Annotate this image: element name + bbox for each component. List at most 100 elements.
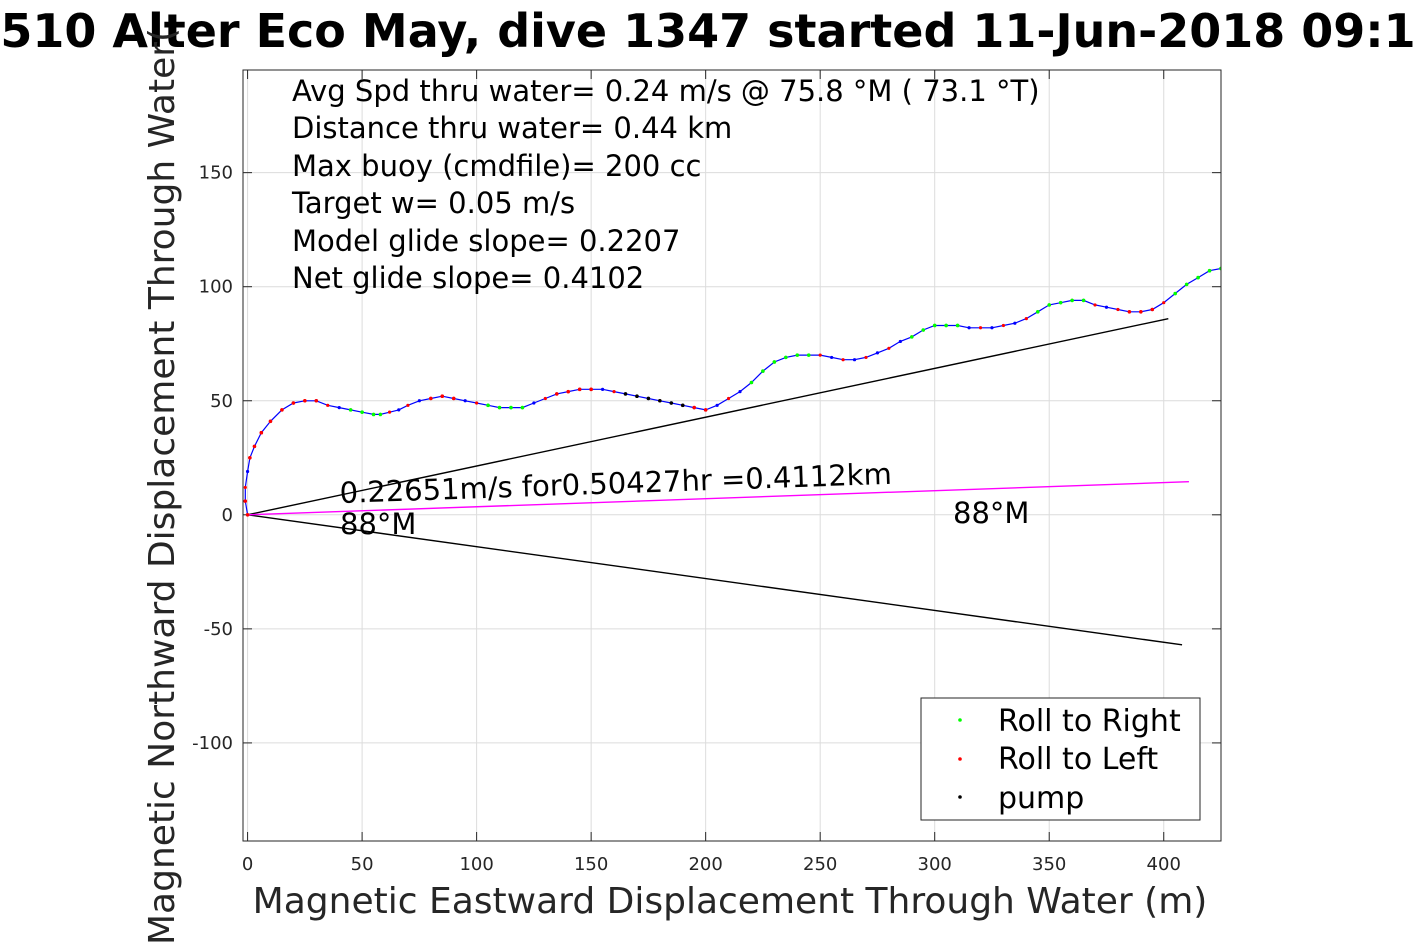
- track-point: [875, 351, 880, 355]
- marker-pump: [623, 392, 628, 396]
- x-tick-label: 200: [688, 854, 722, 875]
- track-point: [406, 403, 410, 407]
- x-axis-label: Magnetic Eastward Displacement Through W…: [253, 881, 1208, 922]
- track-point: [990, 326, 994, 330]
- track-point: [600, 387, 605, 391]
- track-point: [852, 358, 857, 362]
- track-point: [463, 399, 467, 403]
- y-axis-label: Magnetic Northward Displacement Through …: [142, 28, 183, 945]
- legend: Roll to Right Roll to Left pump: [920, 697, 1201, 821]
- track-point: [417, 399, 421, 403]
- marker-roll-to-right: [932, 323, 937, 328]
- x-tick-label: 250: [803, 854, 837, 875]
- track-point: [532, 401, 536, 405]
- y-tick-label: 150: [199, 163, 233, 184]
- marker-roll-to-left: [280, 408, 284, 412]
- marker-roll-to-left: [566, 389, 571, 394]
- marker-roll-to-left: [259, 430, 264, 435]
- marker-roll-to-right: [371, 412, 376, 417]
- track-point: [387, 410, 392, 414]
- track-point: [245, 469, 250, 474]
- marker-roll-to-left: [451, 396, 456, 401]
- roll-markers: [243, 266, 1221, 517]
- track-point: [738, 390, 742, 394]
- marker-pump: [658, 398, 662, 403]
- stats-annotations: Avg Spd thru water= 0.24 m/s @ 75.8 °M (…: [291, 74, 1040, 295]
- heading-label-right: 88°M: [953, 496, 1029, 530]
- track-point: [397, 408, 401, 412]
- y-tick-label: -100: [192, 733, 233, 754]
- marker-roll-to-right: [795, 353, 800, 357]
- marker-roll-to-right: [1035, 309, 1040, 314]
- marker-roll-to-left: [554, 392, 559, 396]
- track-point: [830, 355, 834, 360]
- legend-label-roll-right: Roll to Right: [998, 704, 1181, 739]
- track-point: [543, 396, 547, 401]
- track-point: [1024, 317, 1028, 321]
- avg-speed-text: Avg Spd thru water= 0.24 m/s @ 75.8 °M (…: [292, 74, 1040, 108]
- y-tick-label: 50: [210, 391, 233, 412]
- marker-roll-to-right: [944, 323, 948, 328]
- marker-roll-to-left: [429, 396, 433, 401]
- marker-roll-to-left: [440, 394, 445, 398]
- x-tick-label: 100: [459, 854, 493, 875]
- net-slope-text: Net glide slope= 0.4102: [292, 261, 644, 295]
- track-point: [967, 326, 971, 330]
- marker-roll-to-left: [291, 401, 296, 405]
- marker-roll-to-right: [1058, 300, 1063, 305]
- track-line: [244, 267, 1221, 515]
- chart-title: 510 Alter Eco May, dive 1347 started 11-…: [0, 4, 1415, 58]
- track-point: [818, 353, 822, 357]
- marker-roll-to-right: [806, 353, 811, 357]
- net-heading-line: [247, 481, 1189, 516]
- model-slope-text: Model glide slope= 0.2207: [292, 224, 680, 258]
- marker-roll-to-right: [1196, 275, 1200, 280]
- marker-roll-to-right: [1173, 291, 1177, 296]
- marker-pump: [669, 401, 674, 405]
- track-point: [864, 355, 868, 360]
- track-point: [1162, 301, 1166, 305]
- legend-label-roll-left: Roll to Left: [998, 742, 1158, 777]
- track-point: [1001, 323, 1006, 328]
- track-point: [1093, 303, 1097, 307]
- legend-marker-roll-left: [958, 757, 962, 761]
- y-tick-label: -50: [204, 619, 233, 640]
- marker-roll-to-right: [749, 380, 754, 385]
- marker-roll-to-left: [243, 499, 248, 503]
- y-tick-label: 0: [222, 505, 233, 526]
- legend-marker-roll-right: [958, 718, 962, 722]
- track-point: [841, 358, 845, 362]
- marker-roll-to-left: [1127, 309, 1132, 314]
- track-point: [1104, 305, 1109, 309]
- marker-pump: [635, 394, 639, 398]
- x-tick-label: 50: [351, 854, 374, 875]
- marker-roll-to-left: [1150, 307, 1155, 312]
- y-tick-label: 100: [199, 277, 233, 298]
- upper-bound-line: [247, 317, 1169, 516]
- marker-roll-to-right: [486, 403, 490, 408]
- track-point: [326, 403, 330, 407]
- marker-roll-to-right: [1184, 282, 1189, 287]
- marker-roll-to-right: [921, 328, 926, 332]
- marker-roll-to-right: [509, 405, 513, 410]
- track-point: [337, 405, 341, 410]
- marker-roll-to-left: [245, 513, 250, 517]
- marker-roll-to-left: [248, 455, 252, 460]
- axis-ticks: 0 50 100 150 200 250 300 350 400 -100 -50 0 50 100 150: [192, 70, 1221, 875]
- marker-roll-to-right: [1207, 268, 1212, 273]
- track-point: [715, 403, 719, 407]
- marker-roll-to-left: [252, 444, 257, 449]
- x-tick-label: 300: [918, 854, 952, 875]
- dive-track: [244, 267, 1221, 515]
- grid: [243, 70, 1221, 841]
- marker-roll-to-right: [772, 360, 777, 364]
- marker-roll-to-right: [360, 410, 364, 414]
- marker-roll-to-left: [268, 419, 273, 424]
- marker-roll-to-right: [955, 323, 960, 328]
- track-point: [1116, 307, 1120, 312]
- reference-lines: [247, 317, 1189, 646]
- legend-label-pump: pump: [998, 781, 1084, 816]
- marker-roll-to-left: [577, 387, 582, 392]
- legend-box: [920, 697, 1201, 821]
